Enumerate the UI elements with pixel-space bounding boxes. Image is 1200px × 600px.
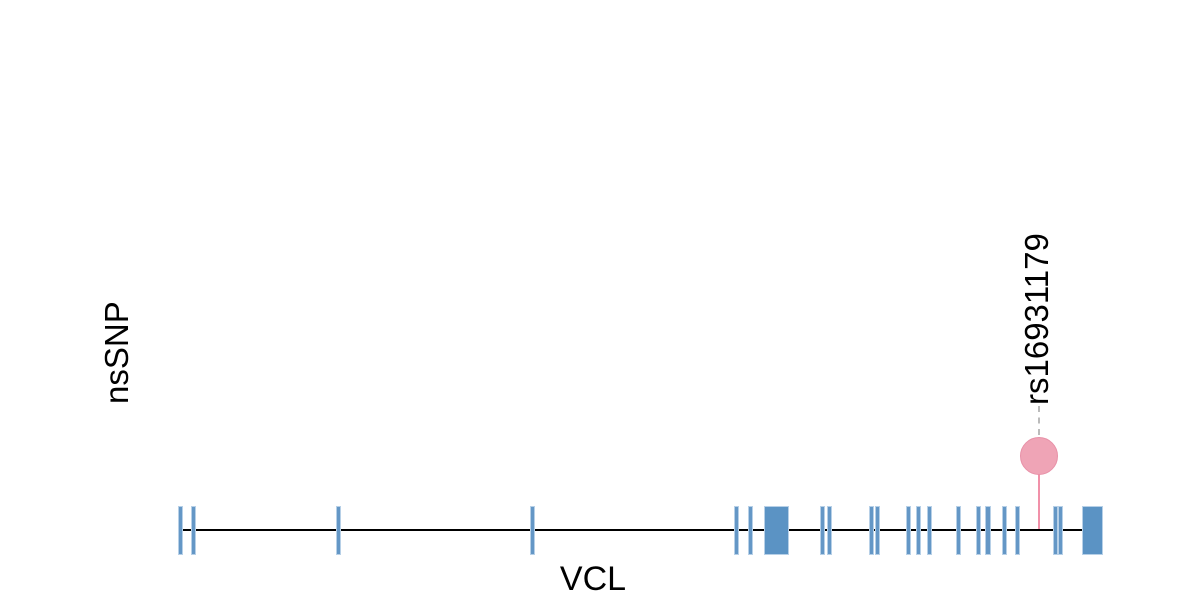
exon-tick: [337, 507, 340, 554]
exon-tick: [986, 507, 990, 554]
exon-tick: [1059, 507, 1062, 554]
exon-tick: [917, 507, 920, 554]
exon-tick: [735, 507, 738, 554]
snp-marker-stem: [1038, 456, 1040, 529]
snp-marker-circle: [1020, 437, 1058, 475]
exon-tick: [870, 507, 873, 554]
exon-block: [765, 507, 788, 554]
exon-tick: [828, 507, 831, 554]
intron-line: [180, 529, 1083, 531]
exon-tick: [928, 507, 931, 554]
exon-tick: [821, 507, 824, 554]
exon-tick: [977, 507, 980, 554]
exon-tick: [531, 507, 534, 554]
snp-label-connector: [1038, 406, 1040, 435]
exon-tick: [749, 507, 752, 554]
exon-tick: [179, 507, 182, 554]
exon-tick: [876, 507, 879, 554]
exon-tick: [192, 507, 195, 554]
exon-tick: [957, 507, 960, 554]
exon-tick: [1054, 507, 1057, 554]
exon-tick: [907, 507, 910, 554]
gene-name-label: VCL: [559, 560, 627, 598]
exon-block: [1083, 507, 1102, 554]
exon-tick: [1016, 507, 1019, 554]
exon-tick: [1003, 507, 1006, 554]
